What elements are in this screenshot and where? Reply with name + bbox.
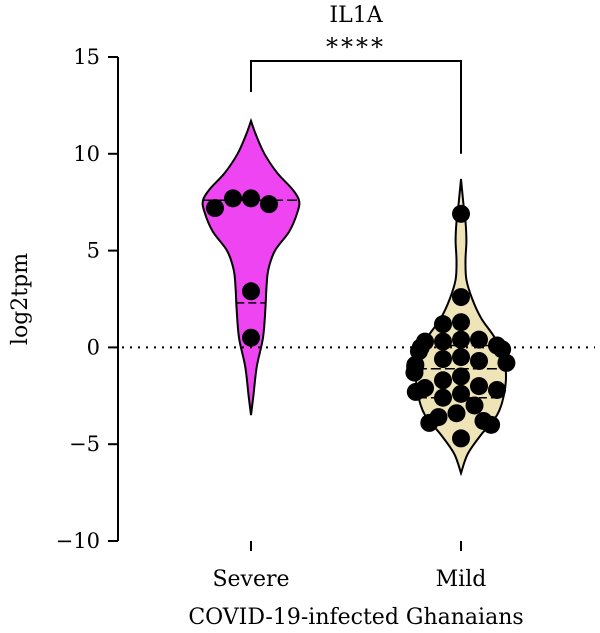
data-point-mild (434, 315, 452, 334)
significance-bracket (250, 60, 462, 154)
data-point-mild (452, 288, 470, 307)
data-point-severe (260, 195, 278, 214)
y-ticks-layer: 15 10 5 0 −5 −10 (56, 45, 118, 553)
data-point-mild (434, 371, 452, 390)
x-tick-label: Severe (212, 567, 289, 592)
data-point-mild (465, 396, 484, 415)
data-point-mild (452, 348, 470, 367)
data-point-mild (470, 377, 488, 396)
data-point-mild (434, 388, 452, 407)
x-tick-label: Mild (436, 567, 487, 592)
data-point-mild (452, 330, 470, 349)
y-tick-label: 5 (87, 239, 100, 263)
data-point-mild (434, 350, 452, 369)
chart-title: IL1A (329, 3, 383, 28)
y-tick-label: 0 (87, 335, 100, 359)
data-point-mild (452, 313, 470, 332)
data-point-mild (488, 380, 506, 399)
significance-label: **** (326, 33, 386, 61)
data-point-mild (497, 353, 516, 372)
violin-severe (201, 117, 301, 416)
data-point-severe (206, 199, 224, 218)
data-point-mild (452, 367, 470, 386)
data-point-mild (493, 340, 512, 359)
data-point-mild (434, 332, 452, 351)
data-point-mild (420, 413, 439, 432)
data-point-mild (482, 415, 501, 434)
data-point-mild (447, 404, 466, 423)
data-point-mild (406, 382, 425, 401)
data-point-mild (452, 429, 470, 448)
y-tick-label: 10 (73, 142, 100, 166)
data-point-mild (452, 384, 470, 403)
data-point-mild (405, 363, 424, 382)
data-point-mild (470, 351, 488, 370)
data-point-severe (242, 328, 260, 347)
y-tick-label: −10 (56, 529, 100, 553)
points-layer (206, 189, 516, 448)
data-point-severe (242, 189, 260, 208)
data-point-severe (242, 282, 260, 301)
data-point-severe (224, 189, 242, 208)
x-axis-title: COVID-19-infected Ghanaians (188, 605, 523, 630)
data-point-mild (409, 342, 428, 361)
y-tick-label: 15 (73, 45, 100, 69)
data-point-mild (452, 204, 470, 223)
y-axis-title: log2tpm (8, 253, 33, 345)
y-tick-label: −5 (69, 432, 100, 456)
x-ticks-layer: Severe Mild (212, 541, 486, 592)
data-point-mild (470, 330, 488, 349)
